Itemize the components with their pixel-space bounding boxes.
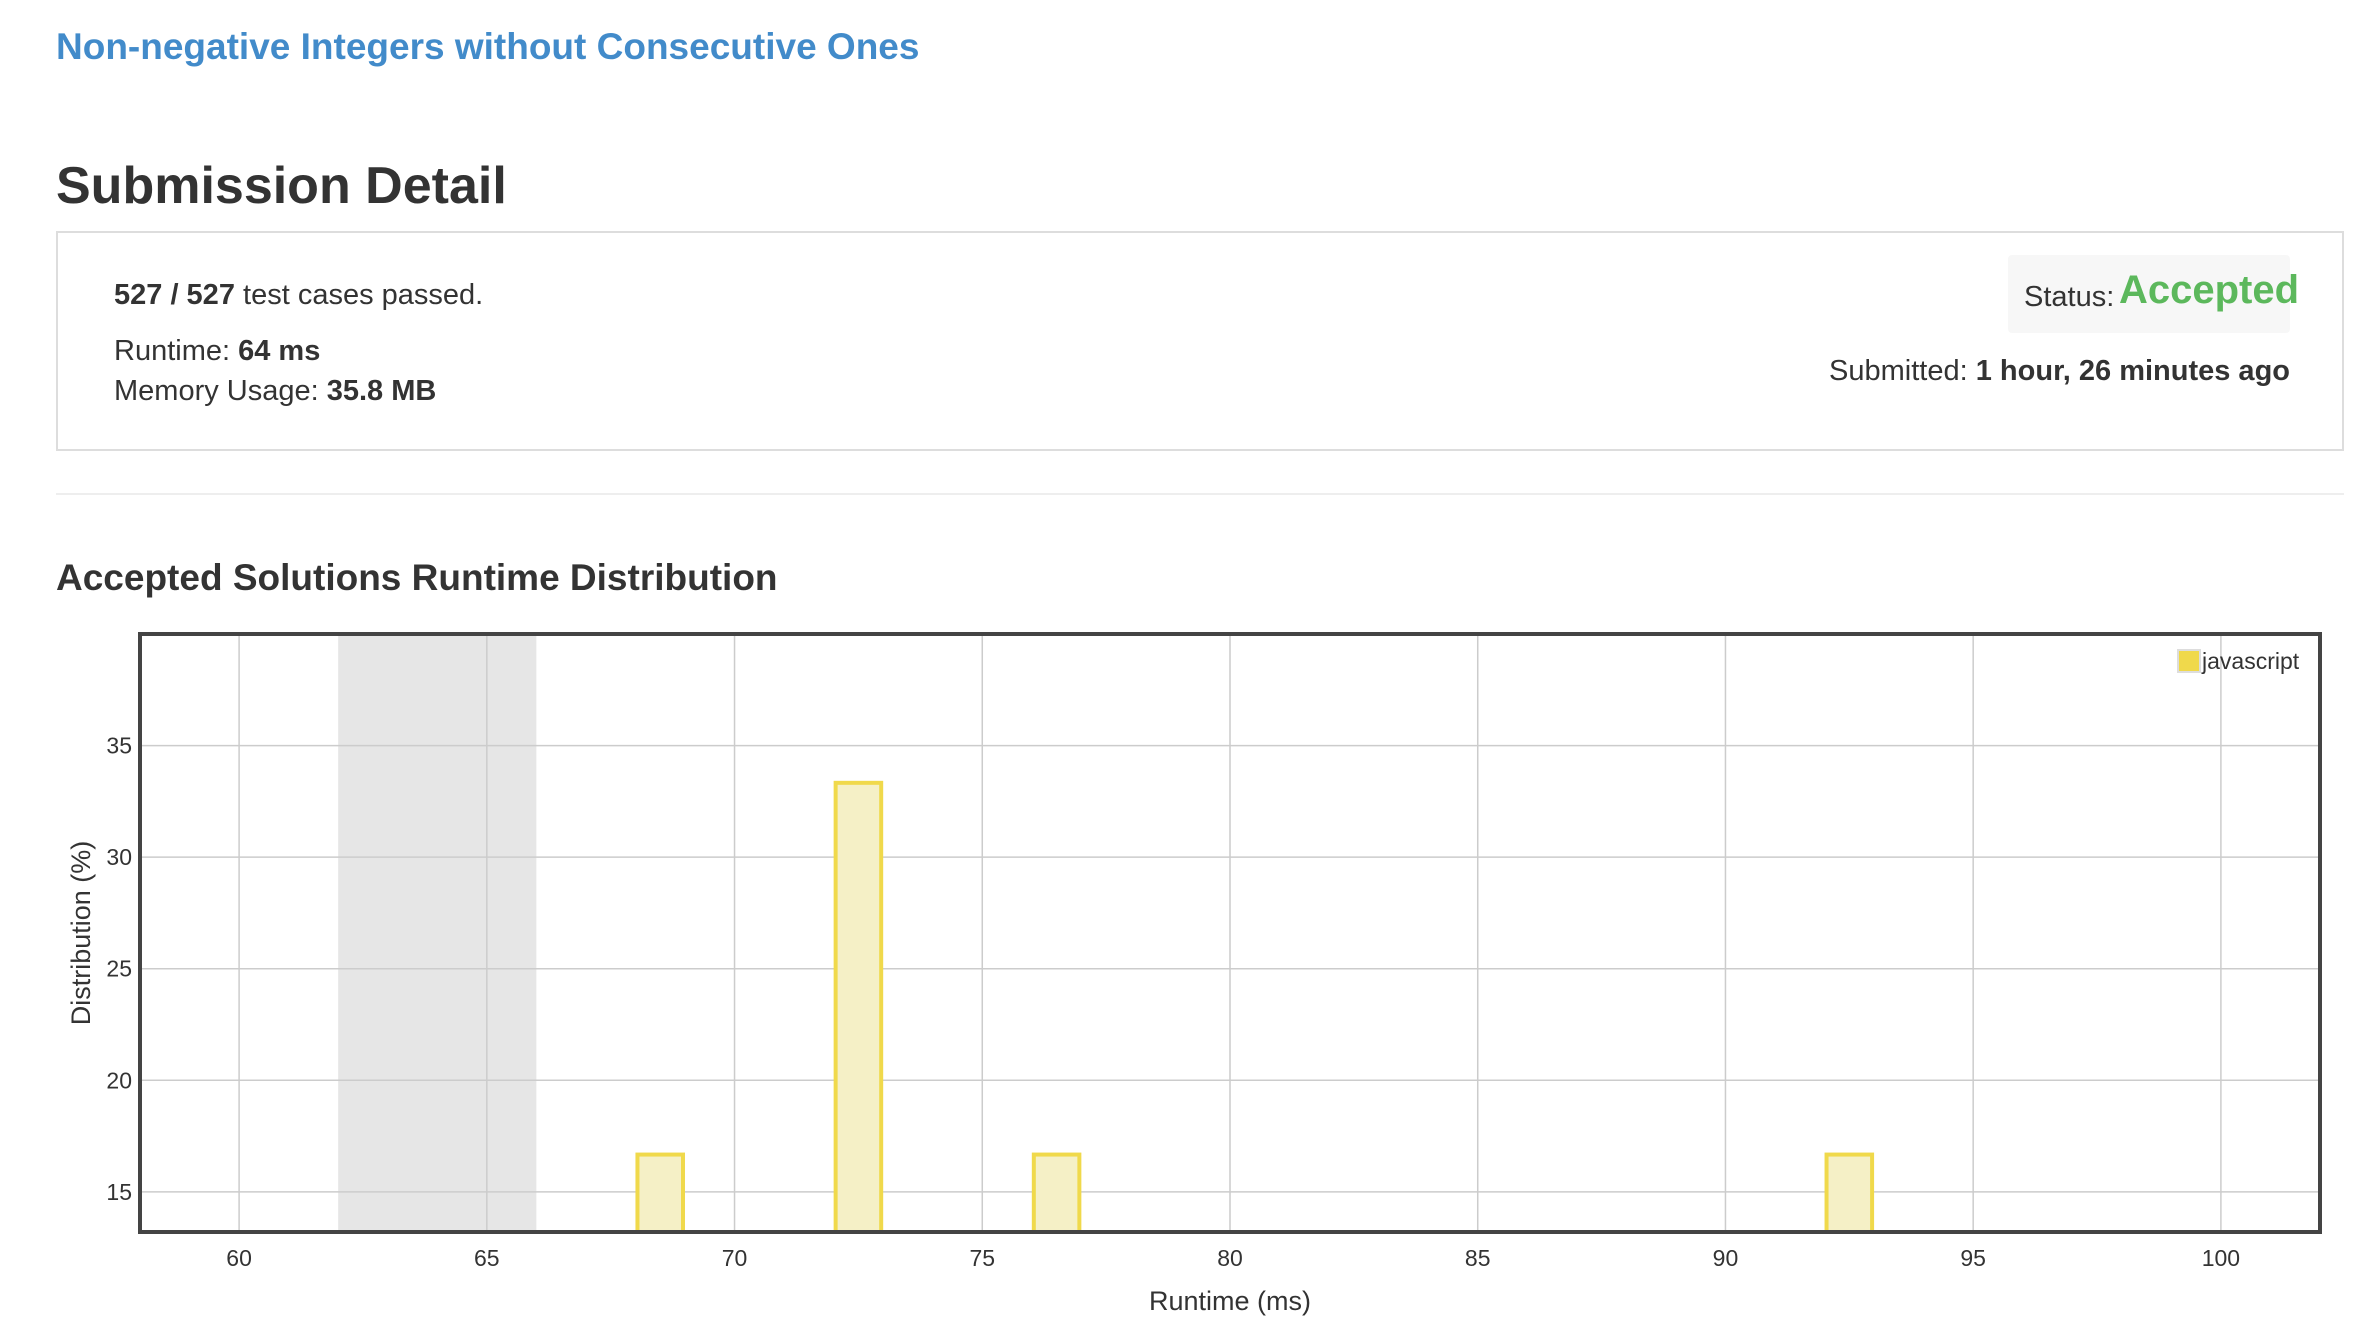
x-axis-label: Runtime (ms) — [1149, 1286, 1311, 1316]
y-tick-label: 20 — [106, 1067, 132, 1093]
x-tick-label: 60 — [226, 1245, 252, 1271]
runtime-distribution-chart: 60 65 70 75 80 85 90 95 100 15 20 25 30 35 javascript… — [66, 632, 2322, 1316]
section-divider — [56, 493, 2344, 495]
current-runtime-highlight — [338, 634, 537, 1232]
test-cases-summary: 527 / 527 test cases passed. — [114, 279, 483, 312]
legend-swatch-javascript[interactable] — [2177, 649, 2201, 673]
memory-line: Memory Usage: 35.8 MB — [114, 375, 436, 408]
legend-label-javascript[interactable]: javascript — [2201, 648, 2300, 674]
submitted-label: Submitted: — [1829, 355, 1968, 387]
memory-value: 35.8 MB — [326, 375, 437, 407]
x-tick-label: 100 — [2202, 1245, 2240, 1271]
distribution-title: Accepted Solutions Runtime Distribution — [56, 557, 778, 598]
bar-runtime-92[interactable] — [1824, 1152, 1875, 1234]
plot-frame — [138, 632, 2322, 1234]
x-tick-label: 80 — [1217, 1245, 1243, 1271]
runtime-label: Runtime: — [114, 335, 231, 367]
y-tick-label: 25 — [106, 956, 132, 982]
runtime-line: Runtime: 64 ms — [114, 335, 320, 368]
x-tick-label: 75 — [969, 1245, 995, 1271]
bar-runtime-72[interactable] — [833, 780, 884, 1234]
problem-title-link[interactable]: Non-negative Integers without Consecutiv… — [56, 26, 920, 67]
submitted-value: 1 hour, 26 minutes ago — [1975, 355, 2290, 387]
submission-detail-panel: 527 / 527 test cases passed. Runtime: 64… — [56, 231, 2344, 451]
memory-label: Memory Usage: — [114, 375, 319, 407]
x-tick-label: 95 — [1960, 1245, 1986, 1271]
x-tick-label: 90 — [1713, 1245, 1739, 1271]
status-accepted-link[interactable]: Accepted — [2119, 268, 2300, 312]
x-tick-label: 85 — [1465, 1245, 1491, 1271]
page-title: Submission Detail — [56, 157, 507, 215]
bar-runtime-76[interactable] — [1031, 1152, 1082, 1234]
status-box: Status: Accepted — [2008, 255, 2299, 333]
x-tick-label: 70 — [722, 1245, 748, 1271]
y-tick-label: 30 — [106, 844, 132, 870]
y-axis-label: Distribution (%) — [66, 841, 96, 1026]
bar-runtime-68[interactable] — [635, 1152, 685, 1234]
submitted-line: Submitted: 1 hour, 26 minutes ago — [1829, 355, 2290, 388]
y-tick-label: 35 — [106, 733, 132, 759]
test-cases-suffix: test cases passed. — [243, 279, 484, 311]
test-cases-count: 527 / 527 — [114, 279, 235, 311]
y-tick-label: 15 — [106, 1179, 132, 1205]
runtime-value: 64 ms — [238, 335, 321, 367]
x-tick-label: 65 — [474, 1245, 500, 1271]
status-label: Status: — [2024, 281, 2115, 313]
chart-legend: javascript — [2177, 648, 2300, 674]
